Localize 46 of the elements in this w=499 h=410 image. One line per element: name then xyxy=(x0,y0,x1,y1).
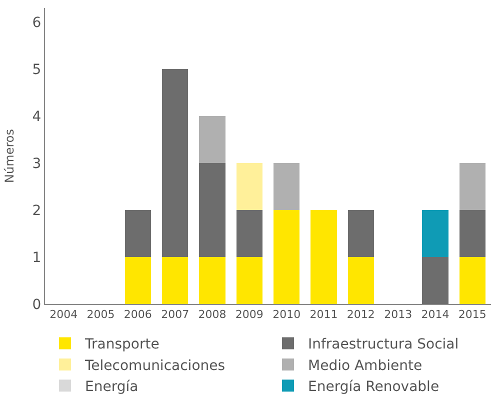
bar xyxy=(236,210,262,258)
bar xyxy=(162,69,188,258)
bar xyxy=(124,210,151,258)
x-tick-label: 2008 xyxy=(198,308,226,322)
legend-label: Infraestructura Social xyxy=(308,336,459,353)
bar xyxy=(459,257,486,304)
x-tick-label: 2012 xyxy=(346,308,375,322)
bar xyxy=(274,210,300,304)
y-tick-label: 5 xyxy=(32,62,42,78)
bar xyxy=(199,116,226,164)
bar xyxy=(236,257,262,304)
x-tick-label: 2006 xyxy=(124,308,152,322)
legend-label: Energía xyxy=(85,379,138,396)
x-tick-label: 2013 xyxy=(384,308,412,322)
x-tick-label: 2007 xyxy=(161,308,190,322)
bar xyxy=(422,257,448,304)
y-tick-label: 0 xyxy=(32,296,42,313)
legend-label: Transporte xyxy=(84,336,160,353)
x-tick-label: 2015 xyxy=(458,308,486,322)
y-tick-label: 6 xyxy=(32,15,42,31)
bar xyxy=(199,163,226,258)
x-tick-label: 2005 xyxy=(86,308,115,322)
x-tick-label: 2004 xyxy=(50,308,78,322)
y-tick-label: 2 xyxy=(32,202,42,219)
legend-label: Medio Ambiente xyxy=(308,358,422,374)
x-tick-label: 2014 xyxy=(421,308,450,322)
bar xyxy=(459,163,486,210)
bar xyxy=(274,163,300,210)
x-tick-label: 2010 xyxy=(272,308,301,322)
bar xyxy=(162,257,188,304)
legend-label: Energía Renovable xyxy=(308,379,440,396)
x-tick-label: 2009 xyxy=(235,308,264,322)
y-axis-title: Números xyxy=(2,129,17,183)
bar xyxy=(348,257,374,304)
bar xyxy=(236,163,262,210)
y-tick-label: 1 xyxy=(32,250,42,266)
bar xyxy=(310,210,337,304)
legend-label: Telecomunicaciones xyxy=(84,358,226,374)
y-tick-label: 3 xyxy=(32,156,42,172)
bar xyxy=(124,257,151,304)
bar xyxy=(422,210,448,258)
y-tick-label: 4 xyxy=(32,108,42,125)
x-tick-label: 2011 xyxy=(310,308,338,322)
bar xyxy=(348,210,374,258)
bar xyxy=(199,257,226,304)
bar xyxy=(459,210,486,258)
